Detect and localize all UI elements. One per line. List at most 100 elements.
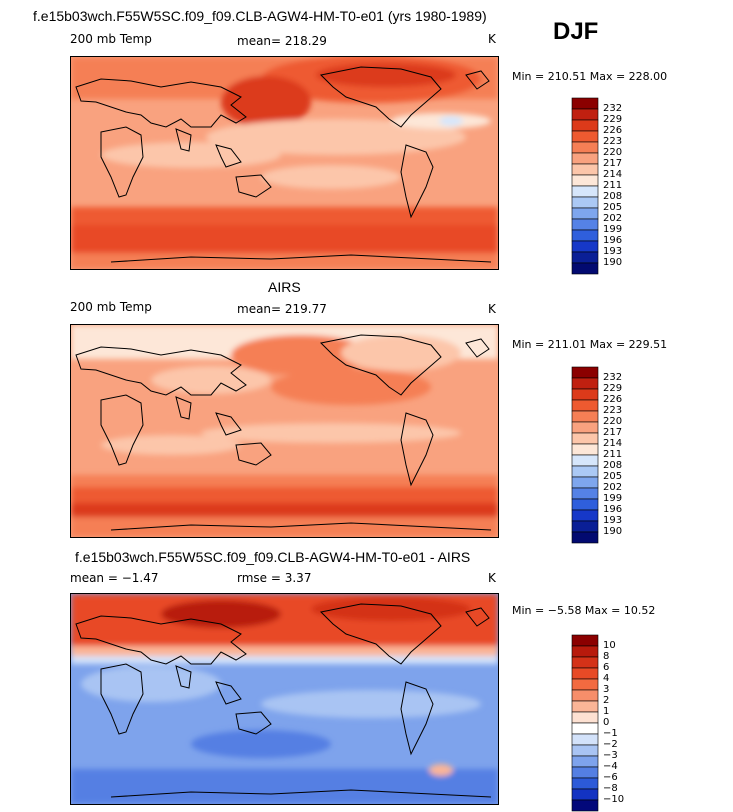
panel3-map-svg	[71, 594, 498, 804]
colorbar-tick-label: 193	[603, 246, 623, 257]
panel2-minmax: Min = 211.01 Max = 229.51	[512, 338, 668, 351]
panel2-map	[70, 324, 499, 538]
colorbar-tick-label: 220	[603, 147, 623, 158]
colorbar-tick-label: 193	[603, 515, 623, 526]
colorbar-tick-label: 205	[603, 202, 623, 213]
colorbar-swatch	[571, 755, 599, 768]
colorbar-swatch	[571, 262, 599, 275]
colorbar-swatch	[571, 108, 599, 121]
colorbar-swatch	[571, 163, 599, 176]
colorbar-swatch	[571, 722, 599, 735]
colorbar-swatch	[571, 152, 599, 165]
colorbar-swatch	[571, 645, 599, 658]
panel1-units-label: K	[488, 32, 496, 46]
colorbar-tick-label: 208	[603, 460, 623, 471]
colorbar-tick-label: −4	[603, 761, 618, 772]
panel3-mean-label: mean = −1.47	[70, 571, 159, 585]
panel2-heading: AIRS	[268, 279, 301, 295]
colorbar-swatch	[571, 634, 599, 647]
colorbar-tick-label: 8	[603, 651, 610, 662]
colorbar-svg	[571, 634, 599, 812]
colorbar-tick-label: 4	[603, 673, 610, 684]
colorbar-tick-label: 211	[603, 449, 623, 460]
colorbar-tick-label: −6	[603, 772, 618, 783]
colorbar-swatch	[571, 388, 599, 401]
colorbar-swatch	[571, 465, 599, 478]
panel3-map	[70, 593, 499, 805]
colorbar-swatch	[571, 711, 599, 724]
panel1-mean-label: mean= 218.29	[237, 34, 327, 48]
colorbar-swatch	[571, 678, 599, 691]
colorbar-swatch	[571, 185, 599, 198]
colorbar-swatch	[571, 498, 599, 511]
colorbar-tick-label: 217	[603, 158, 623, 169]
colorbar-swatch	[571, 476, 599, 489]
panel3-heading: f.e15b03wch.F55W5SC.f09_f09.CLB-AGW4-HM-…	[75, 549, 471, 565]
colorbar-tick-label: 214	[603, 438, 623, 449]
colorbar-swatch	[571, 520, 599, 533]
colorbar-swatch	[571, 744, 599, 757]
colorbar-tick-label: 1	[603, 706, 610, 717]
colorbar-swatch	[571, 218, 599, 231]
panel3-rmse-label: rmse = 3.37	[237, 571, 312, 585]
colorbar-tick-label: 6	[603, 662, 610, 673]
colorbar-swatch	[571, 377, 599, 390]
colorbar-tick-label: 190	[603, 257, 623, 268]
colorbar-tick-label: 211	[603, 180, 623, 191]
colorbar-tick-label: 2	[603, 695, 610, 706]
colorbar-swatch	[571, 207, 599, 220]
colorbar-swatch	[571, 799, 599, 812]
colorbar-svg	[571, 366, 599, 544]
colorbar-tick-label: 196	[603, 504, 623, 515]
season-label: DJF	[553, 18, 599, 45]
colorbar-tick-label: 10	[603, 640, 616, 651]
colorbar-swatch	[571, 119, 599, 132]
colorbar-tick-label: 199	[603, 493, 623, 504]
colorbar-tick-label: 196	[603, 235, 623, 246]
colorbar-swatch	[571, 777, 599, 790]
colorbar-tick-label: 208	[603, 191, 623, 202]
colorbar-swatch	[571, 788, 599, 801]
colorbar-swatch	[571, 689, 599, 702]
colorbar-tick-label: −2	[603, 739, 618, 750]
colorbar-swatch	[571, 432, 599, 445]
colorbar-tick-label: 232	[603, 103, 623, 114]
colorbar-swatch	[571, 766, 599, 779]
colorbar-tick-label: −3	[603, 750, 618, 761]
colorbar-swatch	[571, 366, 599, 379]
colorbar-tick-label: 0	[603, 717, 610, 728]
colorbar-svg	[571, 97, 599, 275]
colorbar-tick-label: 232	[603, 372, 623, 383]
colorbar-swatch	[571, 733, 599, 746]
colorbar-swatch	[571, 443, 599, 456]
colorbar-tick-label: 199	[603, 224, 623, 235]
colorbar-swatch	[571, 196, 599, 209]
colorbar-swatch	[571, 174, 599, 187]
colorbar-tick-label: −8	[603, 783, 618, 794]
colorbar-tick-label: 226	[603, 394, 623, 405]
colorbar-swatch	[571, 399, 599, 412]
colorbar-swatch	[571, 509, 599, 522]
colorbar-tick-label: 226	[603, 125, 623, 136]
colorbar-swatch	[571, 410, 599, 423]
colorbar-tick-label: 202	[603, 213, 623, 224]
colorbar-tick-label: 202	[603, 482, 623, 493]
colorbar-tick-label: 217	[603, 427, 623, 438]
colorbar-swatch	[571, 130, 599, 143]
colorbar-swatch	[571, 421, 599, 434]
colorbar-swatch	[571, 656, 599, 669]
panel1-map-svg	[71, 57, 498, 269]
panel3-units-label: K	[488, 571, 496, 585]
colorbar-swatch	[571, 240, 599, 253]
colorbar-swatch	[571, 229, 599, 242]
colorbar-tick-label: −1	[603, 728, 618, 739]
colorbar-tick-label: 214	[603, 169, 623, 180]
panel1-minmax: Min = 210.51 Max = 228.00	[512, 70, 668, 83]
panel1-map	[70, 56, 499, 270]
panel2-field-label: 200 mb Temp	[70, 300, 152, 314]
colorbar-tick-label: −10	[603, 794, 625, 805]
colorbar-swatch	[571, 531, 599, 544]
colorbar-tick-label: 220	[603, 416, 623, 427]
panel2-units-label: K	[488, 302, 496, 316]
colorbar-tick-label: 3	[603, 684, 610, 695]
